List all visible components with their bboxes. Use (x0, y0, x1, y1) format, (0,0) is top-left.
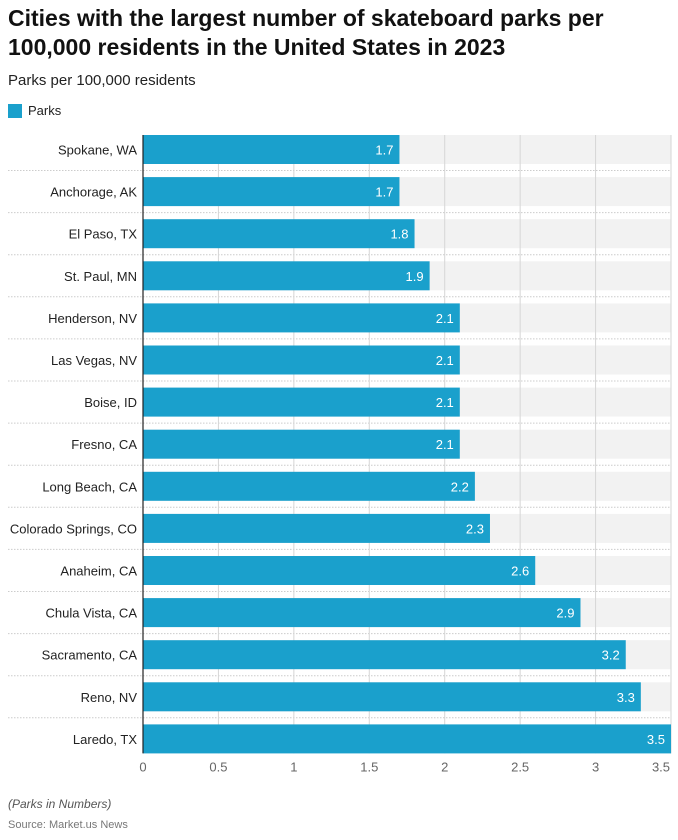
bar-chart: 0 0.5 1 1.5 2 2.5 3 3.5 Spokane, WA 1.7 Anchorage,… (8, 135, 672, 774)
data-label: 3.5 (647, 732, 665, 747)
bar (143, 261, 430, 291)
bar (143, 556, 536, 585)
legend-label: Parks (28, 103, 62, 118)
data-label: 3.2 (602, 648, 620, 663)
x-tick-label: 2 (441, 759, 448, 774)
category-label: Spokane, WA (58, 143, 137, 158)
category-label: Anaheim, CA (60, 564, 137, 579)
chart-note: (Parks in Numbers) (8, 797, 112, 811)
category-label: St. Paul, MN (64, 269, 137, 284)
data-label: 2.1 (436, 353, 454, 368)
bar (143, 682, 641, 712)
category-label: Laredo, TX (73, 732, 137, 747)
category-label: Colorado Springs, CO (10, 521, 137, 536)
data-label: 1.8 (390, 227, 408, 242)
bar (143, 724, 671, 754)
x-tick-label: 3.5 (652, 759, 670, 774)
category-label: Fresno, CA (71, 437, 137, 452)
bar (143, 387, 460, 417)
source: Source: Market.us News (8, 819, 128, 831)
category-label: Reno, NV (81, 690, 138, 705)
x-tick-label: 2.5 (511, 759, 529, 774)
bar (143, 640, 626, 670)
bar (143, 345, 460, 375)
data-label: 1.9 (406, 269, 424, 284)
data-label: 2.9 (556, 606, 574, 621)
bar (143, 135, 400, 164)
category-label: Las Vegas, NV (51, 353, 137, 368)
x-tick-label: 1.5 (360, 759, 378, 774)
category-label: Boise, ID (84, 395, 137, 410)
x-tick-label: 3 (592, 759, 599, 774)
bar (143, 429, 460, 459)
category-label: Chula Vista, CA (45, 606, 137, 621)
category-label: Long Beach, CA (42, 479, 137, 494)
bar (143, 177, 400, 207)
data-label: 2.1 (436, 311, 454, 326)
bar (143, 598, 581, 628)
data-label: 2.1 (436, 437, 454, 452)
data-label: 2.6 (511, 564, 529, 579)
category-label: Henderson, NV (48, 311, 137, 326)
data-label: 2.1 (436, 395, 454, 410)
x-tick-label: 0.5 (209, 759, 227, 774)
bar (143, 471, 475, 501)
chart-subtitle: Parks per 100,000 residents (8, 72, 196, 89)
data-label: 3.3 (617, 690, 635, 705)
category-label: Anchorage, AK (50, 185, 137, 200)
data-label: 1.7 (375, 185, 393, 200)
data-label: 2.2 (451, 479, 469, 494)
x-tick-label: 1 (290, 759, 297, 774)
data-label: 1.7 (375, 143, 393, 158)
category-label: Sacramento, CA (42, 648, 138, 663)
data-label: 2.3 (466, 521, 484, 536)
legend: Parks (8, 103, 61, 118)
bar (143, 303, 460, 333)
bar (143, 219, 415, 249)
x-tick-label: 0 (139, 759, 146, 774)
category-label: El Paso, TX (69, 227, 138, 242)
bar (143, 513, 490, 543)
chart-title: Cities with the largest number of skateb… (8, 5, 604, 60)
legend-swatch (8, 103, 22, 118)
